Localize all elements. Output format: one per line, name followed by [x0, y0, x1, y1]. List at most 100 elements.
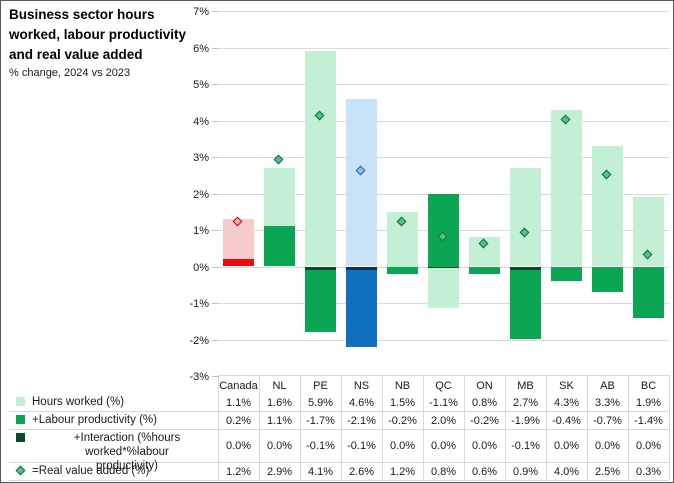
- table-cell: -0.4%: [552, 415, 581, 427]
- table-cell: 0.0%: [266, 440, 293, 452]
- table-column-header-ns: NS: [353, 380, 370, 392]
- y-axis-tick: [212, 121, 218, 122]
- table-column-header-sk: SK: [559, 380, 574, 392]
- bar-ns-hours: [346, 98, 377, 267]
- bar-pe-interaction: [305, 266, 336, 271]
- table-column-divider: [505, 375, 506, 480]
- table-column-divider: [669, 375, 670, 480]
- gridline: [218, 340, 669, 341]
- table-cell: 4.0%: [553, 466, 580, 478]
- table-cell: -0.2%: [470, 415, 499, 427]
- table-cell: 2.6%: [348, 466, 375, 478]
- gridline: [218, 48, 669, 49]
- table-column-divider: [546, 375, 547, 480]
- legend-label-interaction: +Interaction (%hours worked*%labour prod…: [32, 431, 222, 473]
- table-cell: 2.7%: [512, 397, 539, 409]
- chart-subtitle: % change, 2024 vs 2023: [9, 67, 131, 79]
- chart-title-line: worked, labour productivity: [9, 27, 187, 42]
- table-cell: 4.1%: [307, 466, 334, 478]
- table-column-divider: [587, 375, 588, 480]
- table-cell: 2.0%: [430, 415, 457, 427]
- y-axis-tick-label: 4%: [193, 116, 209, 128]
- bar-nl-productivity: [264, 226, 295, 267]
- table-column-header-on: ON: [476, 380, 493, 392]
- bar-qc-productivity: [428, 193, 459, 267]
- table-cell: 0.0%: [471, 440, 498, 452]
- table-cell: -2.1%: [347, 415, 376, 427]
- y-axis-tick-label: 0%: [193, 262, 209, 274]
- y-axis-tick: [212, 376, 218, 377]
- table-cell: -1.1%: [429, 397, 458, 409]
- gridline: [218, 11, 669, 12]
- y-axis-tick-label: 2%: [193, 189, 209, 201]
- table-cell: -1.7%: [306, 415, 335, 427]
- table-column-divider: [300, 375, 301, 480]
- table-cell: 0.2%: [225, 415, 252, 427]
- y-axis-tick: [212, 267, 218, 268]
- legend-label-interaction-line: productivity): [96, 460, 158, 472]
- table-cell: -0.1%: [347, 440, 376, 452]
- bar-mb-productivity: [510, 270, 541, 340]
- table-cell: 3.3%: [594, 397, 621, 409]
- table-cell: -0.7%: [593, 415, 622, 427]
- y-axis-tick-label: 7%: [193, 6, 209, 18]
- table-cell: -0.1%: [306, 440, 335, 452]
- legend-label-interaction-line: +Interaction (%hours worked*%labour: [73, 432, 181, 458]
- bar-sk-productivity: [551, 266, 582, 282]
- gridline: [218, 157, 669, 158]
- table-cell: 0.0%: [553, 440, 580, 452]
- bar-ab-hours: [592, 146, 623, 267]
- table-column-header-mb: MB: [517, 380, 534, 392]
- table-bottom-border: [9, 480, 669, 481]
- y-axis-tick-label: 3%: [193, 152, 209, 164]
- bar-nb-productivity: [387, 266, 418, 274]
- table-cell: 0.0%: [635, 440, 662, 452]
- y-axis-tick: [212, 230, 218, 231]
- y-axis-tick: [212, 303, 218, 304]
- bar-pe-hours: [305, 51, 336, 267]
- y-axis-tick: [212, 194, 218, 195]
- table-cell: -0.1%: [511, 440, 540, 452]
- legend-row-labour-productivity: +Labour productivity (%): [16, 413, 157, 427]
- legend-row-real-value-added: =Real value added (%): [15, 464, 149, 478]
- bar-pe-productivity: [305, 270, 336, 333]
- table-cell: 2.5%: [594, 466, 621, 478]
- hours-worked-swatch-icon: [16, 397, 25, 406]
- table-column-divider: [628, 375, 629, 480]
- bar-canada-hours: [223, 219, 254, 260]
- labour-productivity-swatch-icon: [16, 415, 25, 424]
- table-row-divider: [9, 411, 669, 412]
- table-column-divider: [464, 375, 465, 480]
- legend-label-hours-worked: Hours worked (%): [32, 396, 125, 408]
- y-axis-tick-label: 5%: [193, 79, 209, 91]
- table-cell: 4.6%: [348, 397, 375, 409]
- y-axis-tick-label: 6%: [193, 43, 209, 55]
- table-cell: 1.2%: [225, 466, 252, 478]
- y-axis-tick-label: -1%: [189, 298, 209, 310]
- table-column-header-canada: Canada: [219, 380, 258, 392]
- table-cell: 0.0%: [225, 440, 252, 452]
- table-column-header-pe: PE: [313, 380, 328, 392]
- bar-sk-hours: [551, 109, 582, 267]
- y-axis-tick-label: 1%: [193, 225, 209, 237]
- table-cell: 0.3%: [635, 466, 662, 478]
- bar-mb-interaction: [510, 266, 541, 271]
- y-axis-tick: [212, 84, 218, 85]
- chart-title-line: Business sector hours: [9, 7, 155, 22]
- table-cell: 0.0%: [594, 440, 621, 452]
- table-cell: 2.9%: [266, 466, 293, 478]
- y-axis-tick-label: -2%: [189, 335, 209, 347]
- bar-ns-productivity: [346, 270, 377, 347]
- gridline: [218, 121, 669, 122]
- table-cell: 0.0%: [430, 440, 457, 452]
- table-cell: 1.1%: [225, 397, 252, 409]
- bar-bc-productivity: [633, 266, 664, 318]
- table-column-header-ab: AB: [600, 380, 615, 392]
- chart-title: Business sector hours worked, labour pro…: [9, 5, 186, 65]
- y-axis-tick: [212, 157, 218, 158]
- table-row-divider: [9, 462, 669, 463]
- table-cell: 1.5%: [389, 397, 416, 409]
- table-column-header-nb: NB: [394, 380, 411, 392]
- legend-label-labour-productivity: +Labour productivity (%): [32, 414, 157, 426]
